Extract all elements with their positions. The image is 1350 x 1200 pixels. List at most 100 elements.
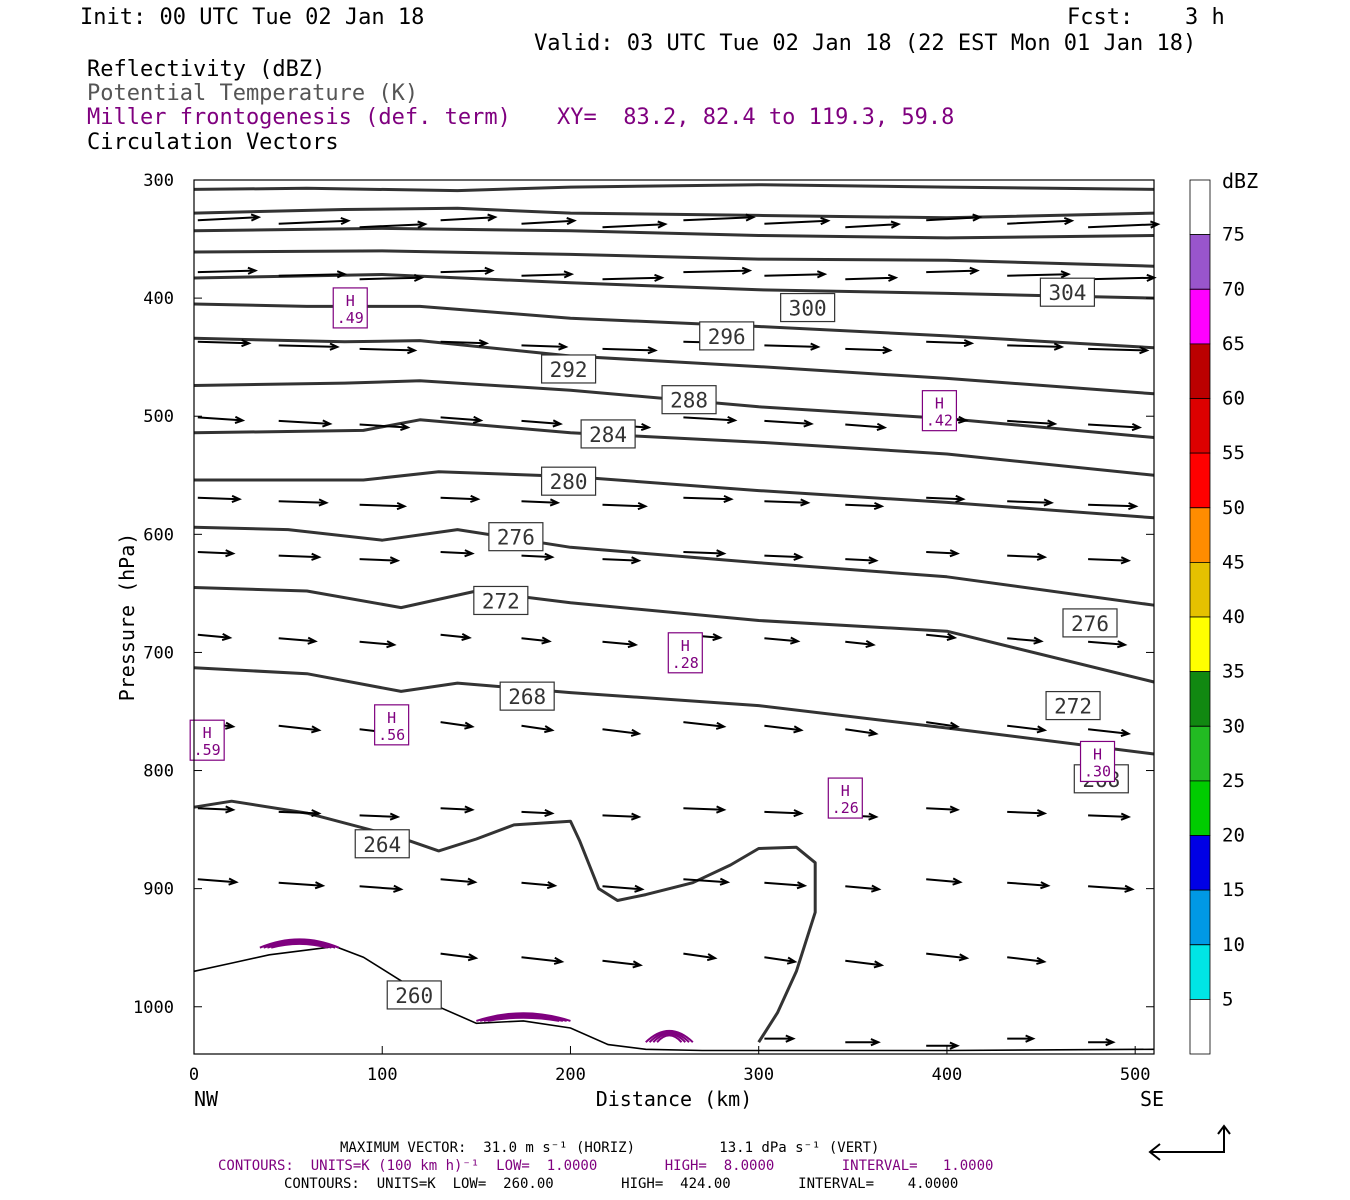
colorbar-swatch xyxy=(1189,671,1211,727)
circulation-vector xyxy=(278,419,333,428)
circulation-vector xyxy=(197,213,262,222)
x-tick-label: 400 xyxy=(932,1065,963,1085)
colorbar-swatch xyxy=(1189,398,1211,454)
circulation-vector xyxy=(440,213,498,222)
isentrope xyxy=(193,249,1155,268)
circulation-vector xyxy=(359,501,408,511)
circulation-vector xyxy=(1007,498,1054,507)
theta-label-text: 280 xyxy=(550,470,588,494)
circulation-vector xyxy=(764,881,808,890)
frontogenesis-high: H.42 xyxy=(921,390,958,432)
circulation-vector xyxy=(440,805,475,814)
circulation-vector xyxy=(602,812,642,821)
circulation-vector xyxy=(521,270,575,279)
circulation-vector xyxy=(278,552,322,561)
circulation-vector xyxy=(602,220,668,229)
circulation-vector xyxy=(1007,809,1048,818)
y-tick-label: 900 xyxy=(143,880,174,900)
frontogenesis-contour xyxy=(263,939,336,949)
circulation-vector xyxy=(683,266,753,275)
y-tick-label: 800 xyxy=(143,762,174,782)
colorbar-swatch xyxy=(1189,179,1211,235)
circulation-vector xyxy=(683,416,738,425)
colorbar-label: 10 xyxy=(1222,934,1245,956)
circulation-vector xyxy=(845,728,879,737)
theta-label: 296 xyxy=(699,321,755,351)
theta-label-text: 276 xyxy=(1071,612,1109,636)
circulation-vector xyxy=(926,1041,960,1050)
theta-label-box xyxy=(699,321,755,351)
colorbar-label: 40 xyxy=(1222,606,1245,628)
isentrope xyxy=(193,273,1155,300)
circulation-vector xyxy=(278,270,348,279)
colorbar-swatch xyxy=(1189,507,1211,563)
circulation-vector xyxy=(197,805,236,814)
circulation-vector xyxy=(926,494,966,503)
circulation-vector xyxy=(1007,956,1047,965)
terrain-profile xyxy=(193,945,1155,1052)
circulation-vector xyxy=(359,812,401,821)
circulation-vector xyxy=(197,339,252,348)
theta-label-text: 272 xyxy=(482,589,520,613)
colorbar-swatch xyxy=(1189,889,1211,946)
circulation-vector xyxy=(764,636,801,645)
high-value: .56 xyxy=(378,726,405,744)
isentrope xyxy=(193,525,1155,607)
circulation-vector xyxy=(440,952,479,962)
theta-label-text: 276 xyxy=(497,526,535,550)
theta-label-box xyxy=(1045,690,1101,721)
circulation-vector xyxy=(278,216,351,226)
theta-label-box xyxy=(540,466,597,496)
circulation-vector xyxy=(845,273,899,282)
circulation-vector xyxy=(1007,636,1044,645)
theta-label: 272 xyxy=(473,585,529,616)
x-tick-label: 0 xyxy=(189,1065,199,1085)
colorbar-swatch xyxy=(1189,234,1211,290)
isentrope xyxy=(193,799,817,1044)
theta-label: 276 xyxy=(1062,608,1118,638)
circulation-vector xyxy=(1088,502,1139,511)
colorbar-label: 5 xyxy=(1222,988,1233,1010)
theta-label: 288 xyxy=(661,385,717,415)
x-axis-left-end-label: NW xyxy=(194,1087,219,1111)
theta-label-box xyxy=(540,354,597,384)
circulation-vector xyxy=(1088,884,1135,893)
colorbar-label: 25 xyxy=(1222,770,1245,792)
circulation-vector xyxy=(683,952,718,962)
circulation-vector xyxy=(1007,216,1075,226)
circulation-vector xyxy=(359,346,418,355)
circulation-vector xyxy=(521,217,577,226)
circulation-vector xyxy=(359,220,428,229)
isentrope xyxy=(193,183,1155,193)
circulation-vector xyxy=(1007,552,1048,561)
circulation-vector xyxy=(1007,1034,1036,1043)
circulation-vector xyxy=(1007,419,1058,428)
circulation-vector xyxy=(764,552,804,561)
circulation-vector xyxy=(440,721,475,730)
frontogenesis-contour xyxy=(270,942,328,949)
fcst-label: Fcst: xyxy=(1067,5,1134,30)
circulation-vector xyxy=(278,636,318,645)
circulation-vector xyxy=(440,339,490,348)
circulation-vector xyxy=(1088,423,1143,432)
circulation-vector xyxy=(926,339,975,348)
theta-label-box xyxy=(499,681,555,711)
x-tick-label: 200 xyxy=(555,1065,586,1085)
colorbar-label: 70 xyxy=(1222,278,1245,300)
terrain-line xyxy=(193,945,1155,1052)
circulation-vector xyxy=(764,724,804,734)
circulation-vector xyxy=(926,952,970,962)
circulation-vector xyxy=(926,266,980,275)
circulation-vector xyxy=(521,419,563,428)
isentrope xyxy=(193,666,1155,756)
colorbar-label: 20 xyxy=(1222,825,1245,847)
circulation-vector xyxy=(683,877,731,886)
xy-endpoints: XY= 83.2, 82.4 to 119.3, 59.8 xyxy=(557,105,955,130)
circulation-vector xyxy=(1088,273,1157,282)
frontogenesis-high: H.28 xyxy=(667,632,703,674)
circulation-vector xyxy=(440,633,472,641)
y-tick-label: 400 xyxy=(143,289,174,309)
frontogenesis-contours xyxy=(259,938,694,1043)
circulation-vector xyxy=(440,877,478,886)
